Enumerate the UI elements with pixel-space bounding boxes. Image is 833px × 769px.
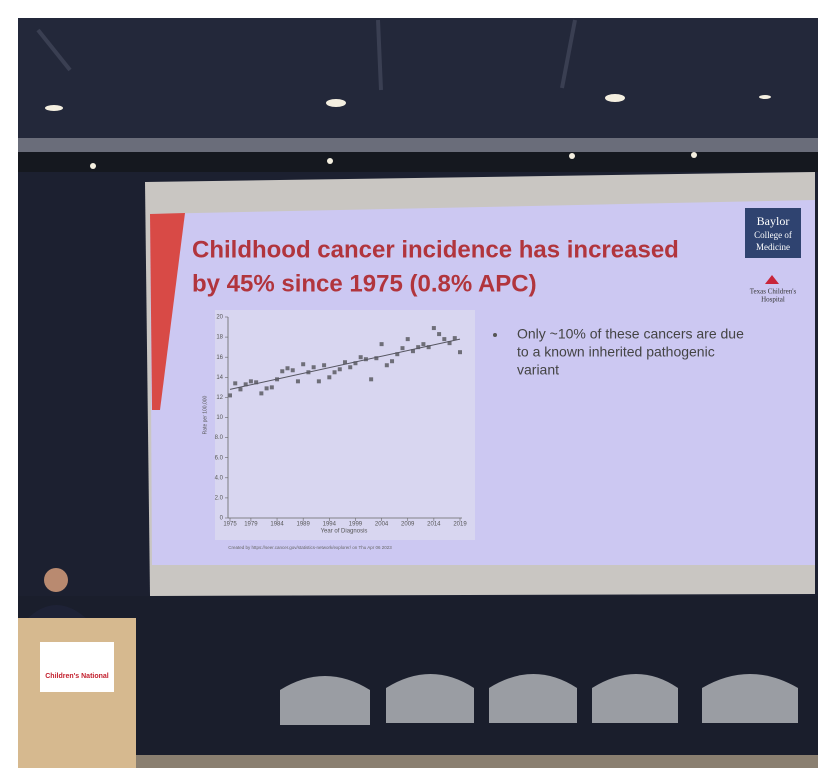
x-axis-label: Year of Diagnosis [321,529,368,535]
bullet-line: Only ~10% of these cancers are due [517,326,744,342]
bullet-line: variant [517,362,559,378]
logo-text: College of [754,230,792,240]
point [406,337,410,341]
x-tick-label: 1994 [323,522,337,528]
logo-text: Medicine [756,242,790,252]
y-tick-label: 12 [216,395,223,401]
x-tick-label: 2009 [401,522,415,528]
y-tick-label: 16 [216,355,223,361]
point [296,379,300,383]
ceiling [18,18,818,140]
point [327,375,331,379]
point [265,386,269,390]
point [286,366,290,370]
point [421,342,425,346]
point [322,363,326,367]
y-tick-label: 10 [216,415,223,421]
point [432,326,436,330]
point [291,368,295,372]
y-tick-label: 8.0 [215,435,224,441]
photo: Childhood cancer incidence has increased… [0,0,833,769]
bullet-line: to a known inherited pathogenic [517,344,715,360]
point [437,332,441,336]
page: Childhood cancer incidence has increased… [0,0,833,769]
title-line: by 45% since 1975 (0.8% APC) [192,270,537,297]
point [338,367,342,371]
point [238,387,242,391]
y-tick-label: 6.0 [215,455,224,461]
podium [18,618,136,768]
x-tick-label: 1984 [270,522,284,528]
logo-text: Texas Children's [750,288,797,296]
x-tick-label: 2004 [375,522,389,528]
truss [18,152,818,172]
point [317,379,321,383]
point [228,393,232,397]
title-line: Childhood cancer incidence has increased [192,236,679,263]
x-tick-label: 2019 [453,522,467,528]
point [385,363,389,367]
podium-sign: Children's National [45,673,109,680]
x-tick-label: 1989 [297,522,311,528]
logo-text: Hospital [761,296,785,304]
y-tick-label: 4.0 [215,475,224,481]
point [301,362,305,366]
point [312,365,316,369]
point [390,359,394,363]
beam [18,138,818,152]
x-tick-label: 1975 [223,522,237,528]
point [369,377,373,381]
point [401,346,405,350]
point [249,379,253,383]
y-tick-label: 14 [216,375,223,381]
y-tick-label: 20 [216,315,223,321]
y-axis-label: Rate per 100,000 [202,395,208,434]
point [442,337,446,341]
point [348,365,352,369]
y-tick-label: 2.0 [215,495,224,501]
y-tick-label: 18 [216,335,223,341]
logo-text: Baylor [757,214,790,228]
x-tick-label: 1979 [244,522,258,528]
point [280,369,284,373]
point [233,381,237,385]
point [458,350,462,354]
footnote: Created by https://seer.cancer.gov/stati… [228,545,392,550]
point [333,370,337,374]
bullet-dot [493,333,497,337]
point [359,355,363,359]
point [259,391,263,395]
podium-sign-bg [40,642,114,692]
logo-baylor: Baylor College of Medicine [754,214,792,252]
point [270,385,274,389]
x-tick-label: 1999 [349,522,363,528]
floor [18,755,818,768]
point [380,342,384,346]
x-tick-label: 2014 [427,522,441,528]
